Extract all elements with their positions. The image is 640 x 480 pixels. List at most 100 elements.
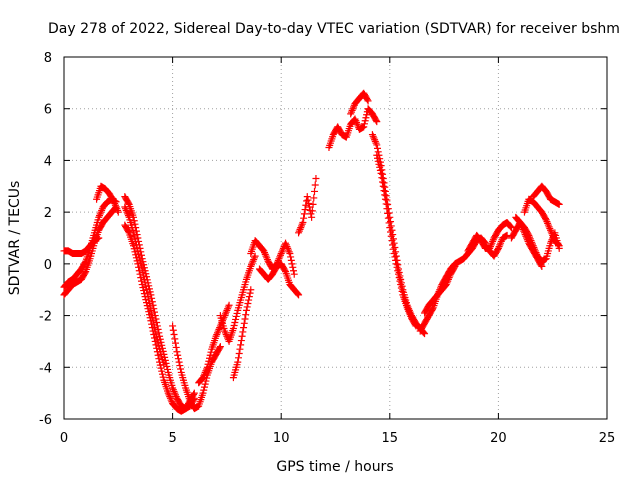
- data-point: [174, 351, 182, 359]
- data-point: [263, 254, 271, 262]
- data-point: [177, 365, 185, 373]
- data-point: [382, 192, 390, 200]
- data-point: [555, 200, 563, 208]
- data-point: [95, 234, 103, 242]
- data-point: [239, 328, 247, 336]
- data-point: [394, 267, 402, 275]
- data-point: [262, 252, 270, 260]
- data-point: [451, 262, 459, 270]
- y-tick-label: 8: [44, 51, 52, 66]
- data-point: [373, 151, 381, 159]
- data-point: [506, 222, 514, 230]
- y-tick-label: -6: [39, 413, 52, 428]
- data-point: [395, 274, 403, 282]
- data-point: [289, 263, 297, 271]
- data-point: [360, 120, 368, 128]
- data-point: [390, 250, 398, 258]
- data-point: [347, 110, 355, 118]
- data-point: [147, 306, 155, 314]
- data-point: [111, 201, 119, 209]
- data-point: [216, 344, 224, 352]
- data-point: [379, 182, 387, 190]
- data-point: [398, 287, 406, 295]
- data-point: [524, 237, 532, 245]
- data-point: [173, 348, 181, 356]
- data-point: [295, 227, 303, 235]
- data-point: [351, 115, 359, 123]
- data-point: [301, 206, 309, 214]
- data-point: [112, 203, 120, 211]
- data-point: [121, 203, 129, 211]
- data-point: [237, 341, 245, 349]
- data-point: [247, 262, 255, 270]
- data-point: [389, 245, 397, 253]
- data-point: [150, 320, 158, 328]
- data-point: [547, 228, 555, 236]
- data-point: [140, 275, 148, 283]
- data-point: [201, 368, 209, 376]
- data-point: [164, 365, 172, 373]
- data-point: [411, 321, 419, 329]
- data-point: [372, 116, 380, 124]
- data-point: [444, 275, 452, 283]
- data-point: [231, 318, 239, 326]
- data-point: [223, 306, 231, 314]
- data-point: [278, 248, 286, 256]
- data-point: [293, 289, 301, 297]
- data-point: [519, 225, 527, 233]
- data-point: [224, 303, 232, 311]
- data-point: [216, 343, 224, 351]
- data-point: [158, 370, 166, 378]
- data-point: [521, 231, 529, 239]
- data-point: [308, 207, 316, 215]
- data-point: [131, 235, 139, 243]
- data-point: [489, 237, 497, 245]
- data-point: [124, 199, 132, 207]
- data-point: [309, 200, 317, 208]
- data-point: [245, 296, 253, 304]
- data-point: [286, 250, 294, 258]
- data-point: [229, 325, 237, 332]
- data-point: [376, 166, 384, 174]
- data-point: [391, 253, 399, 261]
- data-point: [349, 105, 357, 113]
- series-track-o: [325, 105, 381, 151]
- data-point: [165, 391, 173, 399]
- data-point: [388, 237, 396, 245]
- data-point: [207, 348, 215, 356]
- data-point: [287, 253, 295, 261]
- data-point: [222, 308, 230, 316]
- data-point: [282, 239, 290, 247]
- data-point: [237, 337, 245, 345]
- data-point: [246, 289, 254, 297]
- data-point: [397, 284, 405, 292]
- data-point: [377, 169, 385, 177]
- data-point: [385, 219, 393, 227]
- data-point: [545, 223, 553, 231]
- data-point: [247, 286, 255, 294]
- data-point: [152, 330, 160, 338]
- data-point: [373, 141, 381, 149]
- data-point: [353, 120, 361, 128]
- data-point: [407, 312, 415, 320]
- data-point: [393, 263, 401, 271]
- data-point: [300, 210, 308, 218]
- data-point: [111, 200, 119, 208]
- data-point: [250, 256, 258, 264]
- data-point: [297, 222, 305, 230]
- data-point: [549, 231, 557, 239]
- data-points: [60, 89, 563, 415]
- data-point: [236, 345, 244, 353]
- data-point: [242, 306, 250, 314]
- data-point: [132, 238, 140, 246]
- y-axis-ticks: -6 -4 -2 0 2 4 6 8: [39, 51, 607, 428]
- data-point: [554, 241, 562, 249]
- data-point: [496, 241, 504, 249]
- grid-lines: [64, 57, 607, 419]
- data-point: [364, 97, 372, 105]
- data-point: [546, 225, 554, 233]
- data-point: [242, 311, 250, 319]
- data-point: [396, 277, 404, 285]
- data-point: [404, 306, 412, 314]
